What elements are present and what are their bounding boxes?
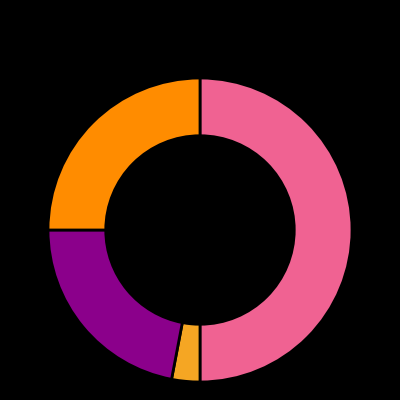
Wedge shape [48, 230, 182, 379]
Wedge shape [48, 78, 200, 230]
Wedge shape [200, 78, 352, 382]
Wedge shape [172, 322, 200, 382]
